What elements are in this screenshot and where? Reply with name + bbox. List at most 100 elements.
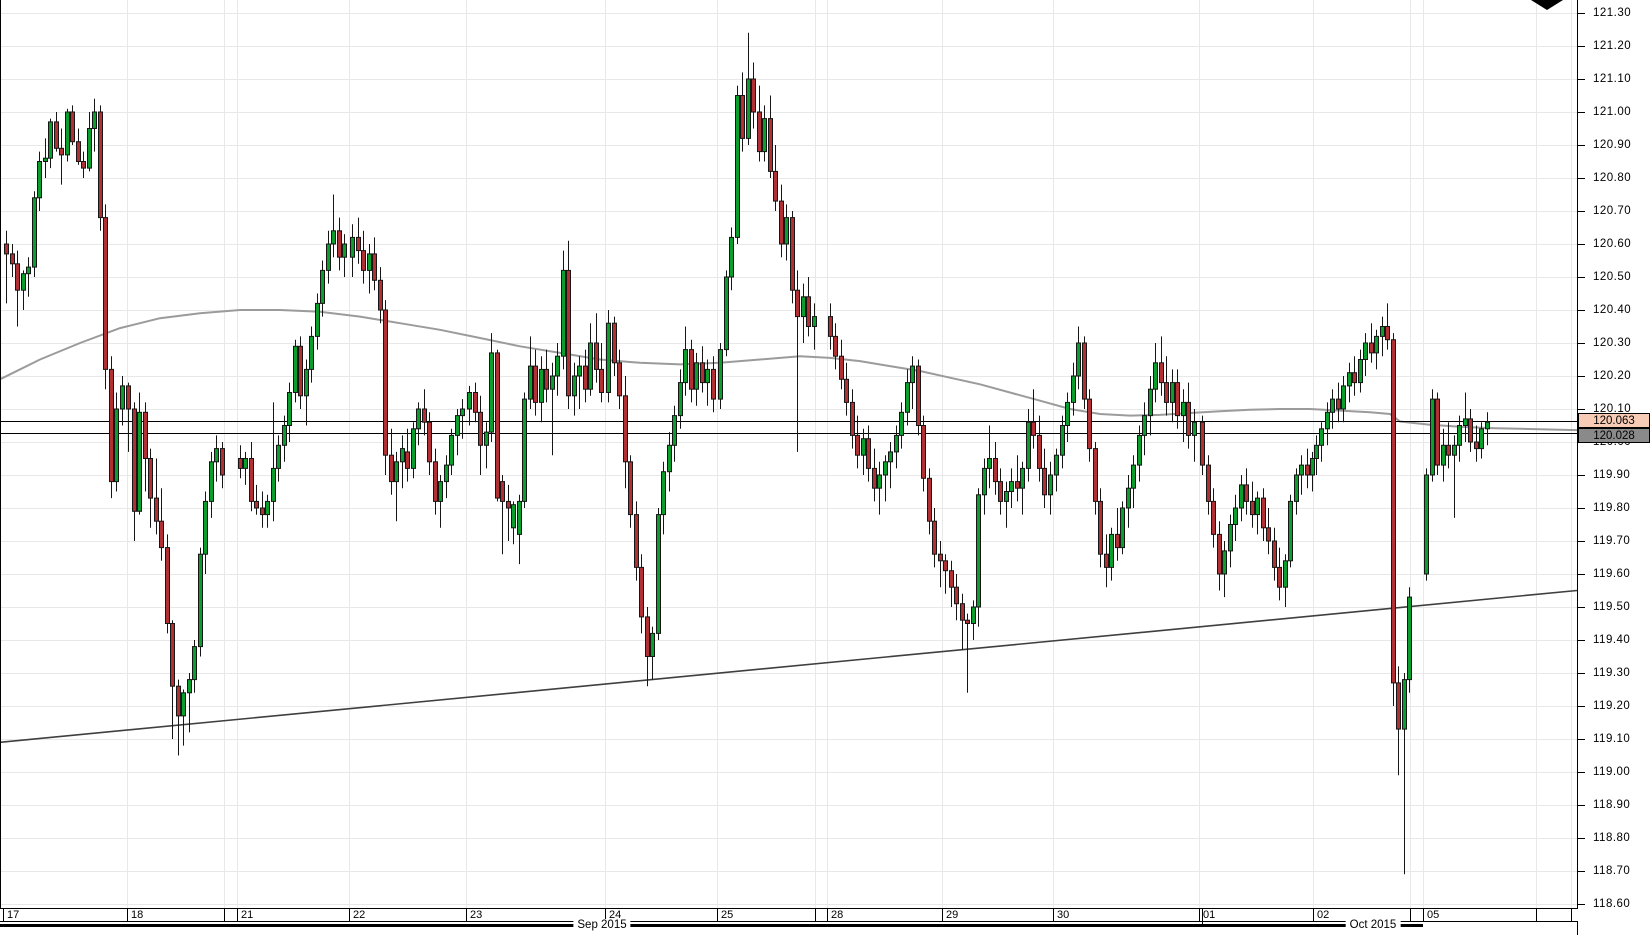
candle [411, 422, 416, 479]
candle [645, 607, 650, 687]
candle [938, 541, 943, 588]
candle [331, 194, 336, 258]
candle [198, 547, 203, 657]
candle [694, 352, 699, 406]
candle [1310, 451, 1315, 492]
candle [416, 402, 421, 446]
candle [572, 362, 577, 416]
candle [238, 445, 243, 479]
price-axis-label: 119.70 [1593, 535, 1631, 547]
date-cell: 18 [127, 909, 224, 921]
date-cell: 21 [237, 909, 349, 921]
candle [1272, 527, 1277, 581]
candle [1255, 491, 1260, 535]
candle [1137, 425, 1142, 482]
candle [394, 451, 399, 522]
candle [1170, 369, 1175, 423]
candle [1175, 369, 1180, 429]
candle [148, 448, 153, 528]
candle [1048, 461, 1053, 515]
candle [356, 217, 361, 264]
price-axis-label: 120.20 [1593, 370, 1632, 382]
candle [960, 593, 965, 650]
candle [667, 432, 672, 492]
candle [59, 128, 64, 185]
candle [98, 105, 103, 231]
candle [1261, 488, 1266, 541]
candle [21, 270, 26, 310]
price-axis-label: 120.60 [1593, 238, 1632, 250]
candle [214, 435, 219, 482]
candle [422, 389, 427, 436]
candle [265, 494, 270, 528]
candle [550, 362, 555, 456]
date-cell: 01 [1199, 909, 1313, 921]
candle [1474, 425, 1479, 462]
candle [389, 428, 394, 495]
candle [927, 468, 932, 535]
triangle-down-icon [1531, 0, 1563, 10]
candle [623, 376, 628, 489]
candle [1228, 514, 1233, 568]
candle [271, 402, 276, 522]
candle [48, 118, 53, 169]
candle [1181, 389, 1186, 442]
candle [1485, 412, 1490, 446]
axis-baseline [0, 924, 1423, 927]
candle [1288, 494, 1293, 568]
candle [187, 673, 192, 733]
candle [1142, 402, 1147, 456]
candle [1347, 362, 1352, 403]
candle [1004, 481, 1009, 528]
candle [427, 412, 432, 475]
price-axis-label: 119.60 [1593, 568, 1631, 580]
candle [489, 333, 494, 442]
candle [1250, 481, 1255, 528]
price-axis-label: 118.90 [1593, 799, 1631, 811]
candle [276, 435, 281, 482]
price-axis-label: 121.20 [1593, 40, 1632, 52]
candle [724, 270, 729, 357]
candle [577, 356, 582, 409]
candle [1093, 442, 1098, 515]
candle [103, 204, 108, 390]
candle [304, 359, 309, 426]
candle [132, 402, 137, 541]
candle [1277, 547, 1282, 601]
price-axis-label: 121.30 [1593, 7, 1632, 19]
candle [495, 349, 500, 502]
candle [1020, 461, 1025, 515]
candle [1352, 356, 1357, 396]
candle [683, 326, 688, 396]
price-axis-label: 119.10 [1593, 733, 1631, 745]
candle [877, 461, 882, 515]
candle [634, 501, 639, 581]
candle [894, 425, 899, 469]
candle [378, 267, 383, 324]
price-axis-label: 121.10 [1593, 73, 1632, 85]
candle [26, 257, 31, 297]
candle [943, 554, 948, 594]
candle [1266, 508, 1271, 555]
candle [998, 468, 1003, 515]
candle [1126, 475, 1131, 528]
candle [910, 356, 915, 409]
candle [192, 640, 197, 693]
candle [833, 323, 838, 370]
candle [433, 448, 438, 515]
price-axis-label: 120.40 [1593, 304, 1632, 316]
candle [729, 227, 734, 291]
candle [1391, 333, 1396, 706]
candle [126, 382, 131, 452]
candle [1217, 521, 1222, 591]
candle [1239, 475, 1244, 522]
candle [506, 484, 511, 541]
candle [4, 230, 9, 304]
candle [539, 356, 544, 423]
candle [337, 217, 342, 271]
candle [1452, 435, 1457, 518]
candle [298, 336, 303, 409]
price-axis-label: 119.40 [1593, 634, 1631, 646]
candle [109, 356, 114, 499]
